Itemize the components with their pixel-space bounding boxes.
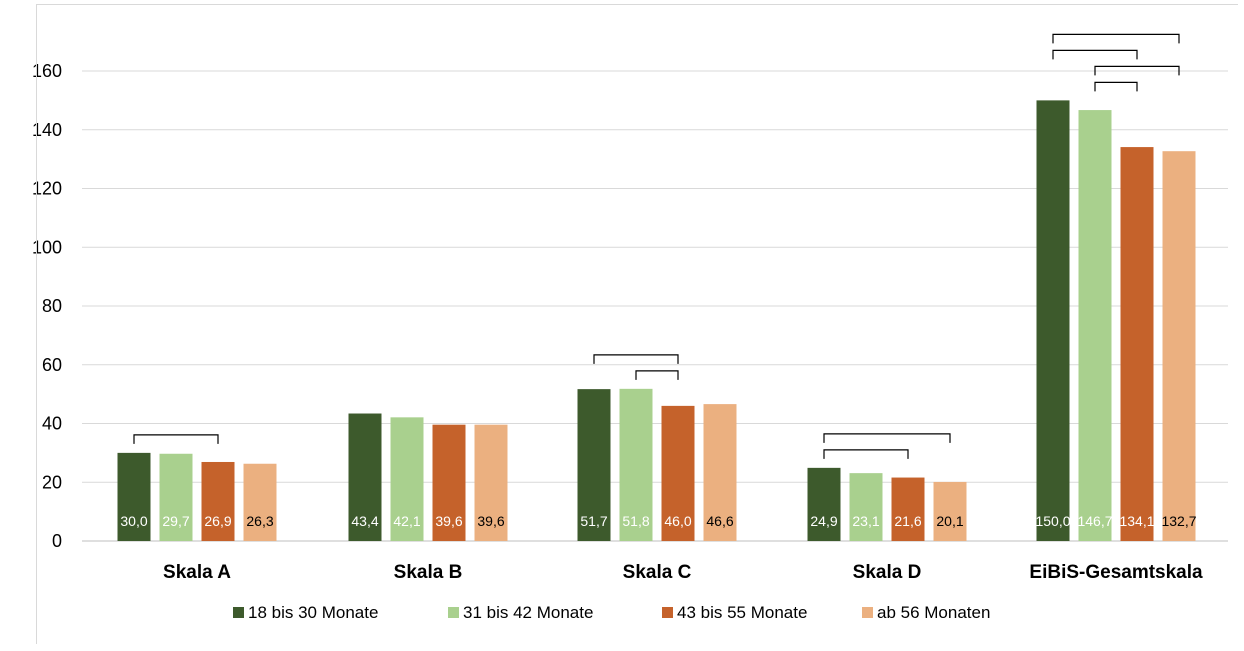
data-label: 26,9 bbox=[204, 513, 231, 529]
data-label: 23,1 bbox=[852, 513, 879, 529]
data-label: 20,1 bbox=[936, 513, 963, 529]
data-label: 29,7 bbox=[162, 513, 189, 529]
significance-bracket bbox=[823, 433, 951, 443]
bar bbox=[577, 389, 611, 541]
y-tick-label: 0 bbox=[52, 531, 62, 551]
bar bbox=[849, 473, 883, 541]
legend-swatch bbox=[448, 607, 459, 618]
bar bbox=[1036, 100, 1070, 541]
legend-label: 31 bis 42 Monate bbox=[463, 603, 593, 622]
data-label: 150,0 bbox=[1035, 513, 1070, 529]
bar bbox=[1120, 147, 1154, 542]
bars bbox=[117, 100, 1196, 542]
bar bbox=[243, 463, 277, 541]
bar bbox=[1078, 110, 1112, 541]
category-label: EiBiS-Gesamtskala bbox=[1029, 562, 1203, 583]
data-label: 21,6 bbox=[894, 513, 921, 529]
y-tick-label: 40 bbox=[42, 414, 62, 434]
data-label: 51,7 bbox=[580, 513, 607, 529]
legend: 18 bis 30 Monate 31 bis 42 Monate 43 bis 5… bbox=[233, 603, 990, 622]
data-label: 30,0 bbox=[120, 513, 147, 529]
significance-bracket bbox=[1094, 81, 1138, 92]
bar bbox=[432, 424, 466, 541]
data-label: 146,7 bbox=[1077, 513, 1112, 529]
legend-label: ab 56 Monaten bbox=[877, 603, 990, 622]
bar bbox=[474, 424, 508, 541]
y-tick-label: 60 bbox=[42, 355, 62, 375]
legend-swatch bbox=[662, 607, 673, 618]
category-label: Skala C bbox=[623, 562, 692, 583]
bar bbox=[661, 405, 695, 541]
legend-swatch bbox=[233, 607, 244, 618]
data-label: 132,7 bbox=[1161, 513, 1196, 529]
bar bbox=[703, 404, 737, 541]
significance-bracket bbox=[133, 434, 219, 444]
bar bbox=[390, 417, 424, 541]
data-labels: 30,0 43,4 51,7 24,9 150,0 29,7 42,1 51,8 23,1 146… bbox=[120, 513, 1196, 529]
category-label: Skala A bbox=[163, 562, 231, 583]
y-tick-label: 100 bbox=[32, 237, 62, 257]
x-axis: Skala A Skala B Skala C Skala D EiBiS-Gesamt… bbox=[163, 562, 1203, 583]
data-label: 46,0 bbox=[664, 513, 691, 529]
data-label: 39,6 bbox=[477, 513, 504, 529]
y-tick-label: 80 bbox=[42, 296, 62, 316]
y-tick-label: 120 bbox=[32, 179, 62, 199]
significance-bracket bbox=[1094, 65, 1180, 76]
y-axis: 0 20 40 60 80 100 120 140 160 bbox=[32, 61, 62, 551]
data-label: 26,3 bbox=[246, 513, 273, 529]
bar bbox=[348, 413, 382, 541]
data-label: 134,1 bbox=[1119, 513, 1154, 529]
category-label: Skala B bbox=[394, 562, 463, 583]
significance-bracket bbox=[823, 449, 909, 459]
bar bbox=[201, 461, 235, 541]
bar bbox=[117, 452, 151, 541]
bar bbox=[891, 477, 925, 541]
category-label: Skala D bbox=[853, 562, 922, 583]
y-tick-label: 140 bbox=[32, 120, 62, 140]
significance-bracket bbox=[635, 370, 679, 380]
chart-area-border bbox=[36, 4, 1238, 644]
data-label: 42,1 bbox=[393, 513, 420, 529]
data-label: 46,6 bbox=[706, 513, 733, 529]
y-tick-label: 20 bbox=[42, 472, 62, 492]
bar bbox=[1162, 151, 1196, 541]
significance-bracket bbox=[593, 354, 679, 364]
y-tick-label: 160 bbox=[32, 61, 62, 81]
legend-swatch bbox=[862, 607, 873, 618]
data-label: 24,9 bbox=[810, 513, 837, 529]
significance-bracket bbox=[1052, 49, 1138, 60]
bar bbox=[619, 388, 653, 541]
bar bbox=[807, 467, 841, 541]
bar bbox=[159, 453, 193, 541]
data-label: 51,8 bbox=[622, 513, 649, 529]
data-label: 39,6 bbox=[435, 513, 462, 529]
significance-brackets bbox=[133, 33, 1180, 459]
significance-bracket bbox=[1052, 33, 1180, 44]
bar bbox=[933, 481, 967, 541]
legend-label: 18 bis 30 Monate bbox=[248, 603, 378, 622]
data-label: 43,4 bbox=[351, 513, 378, 529]
legend-label: 43 bis 55 Monate bbox=[677, 603, 807, 622]
